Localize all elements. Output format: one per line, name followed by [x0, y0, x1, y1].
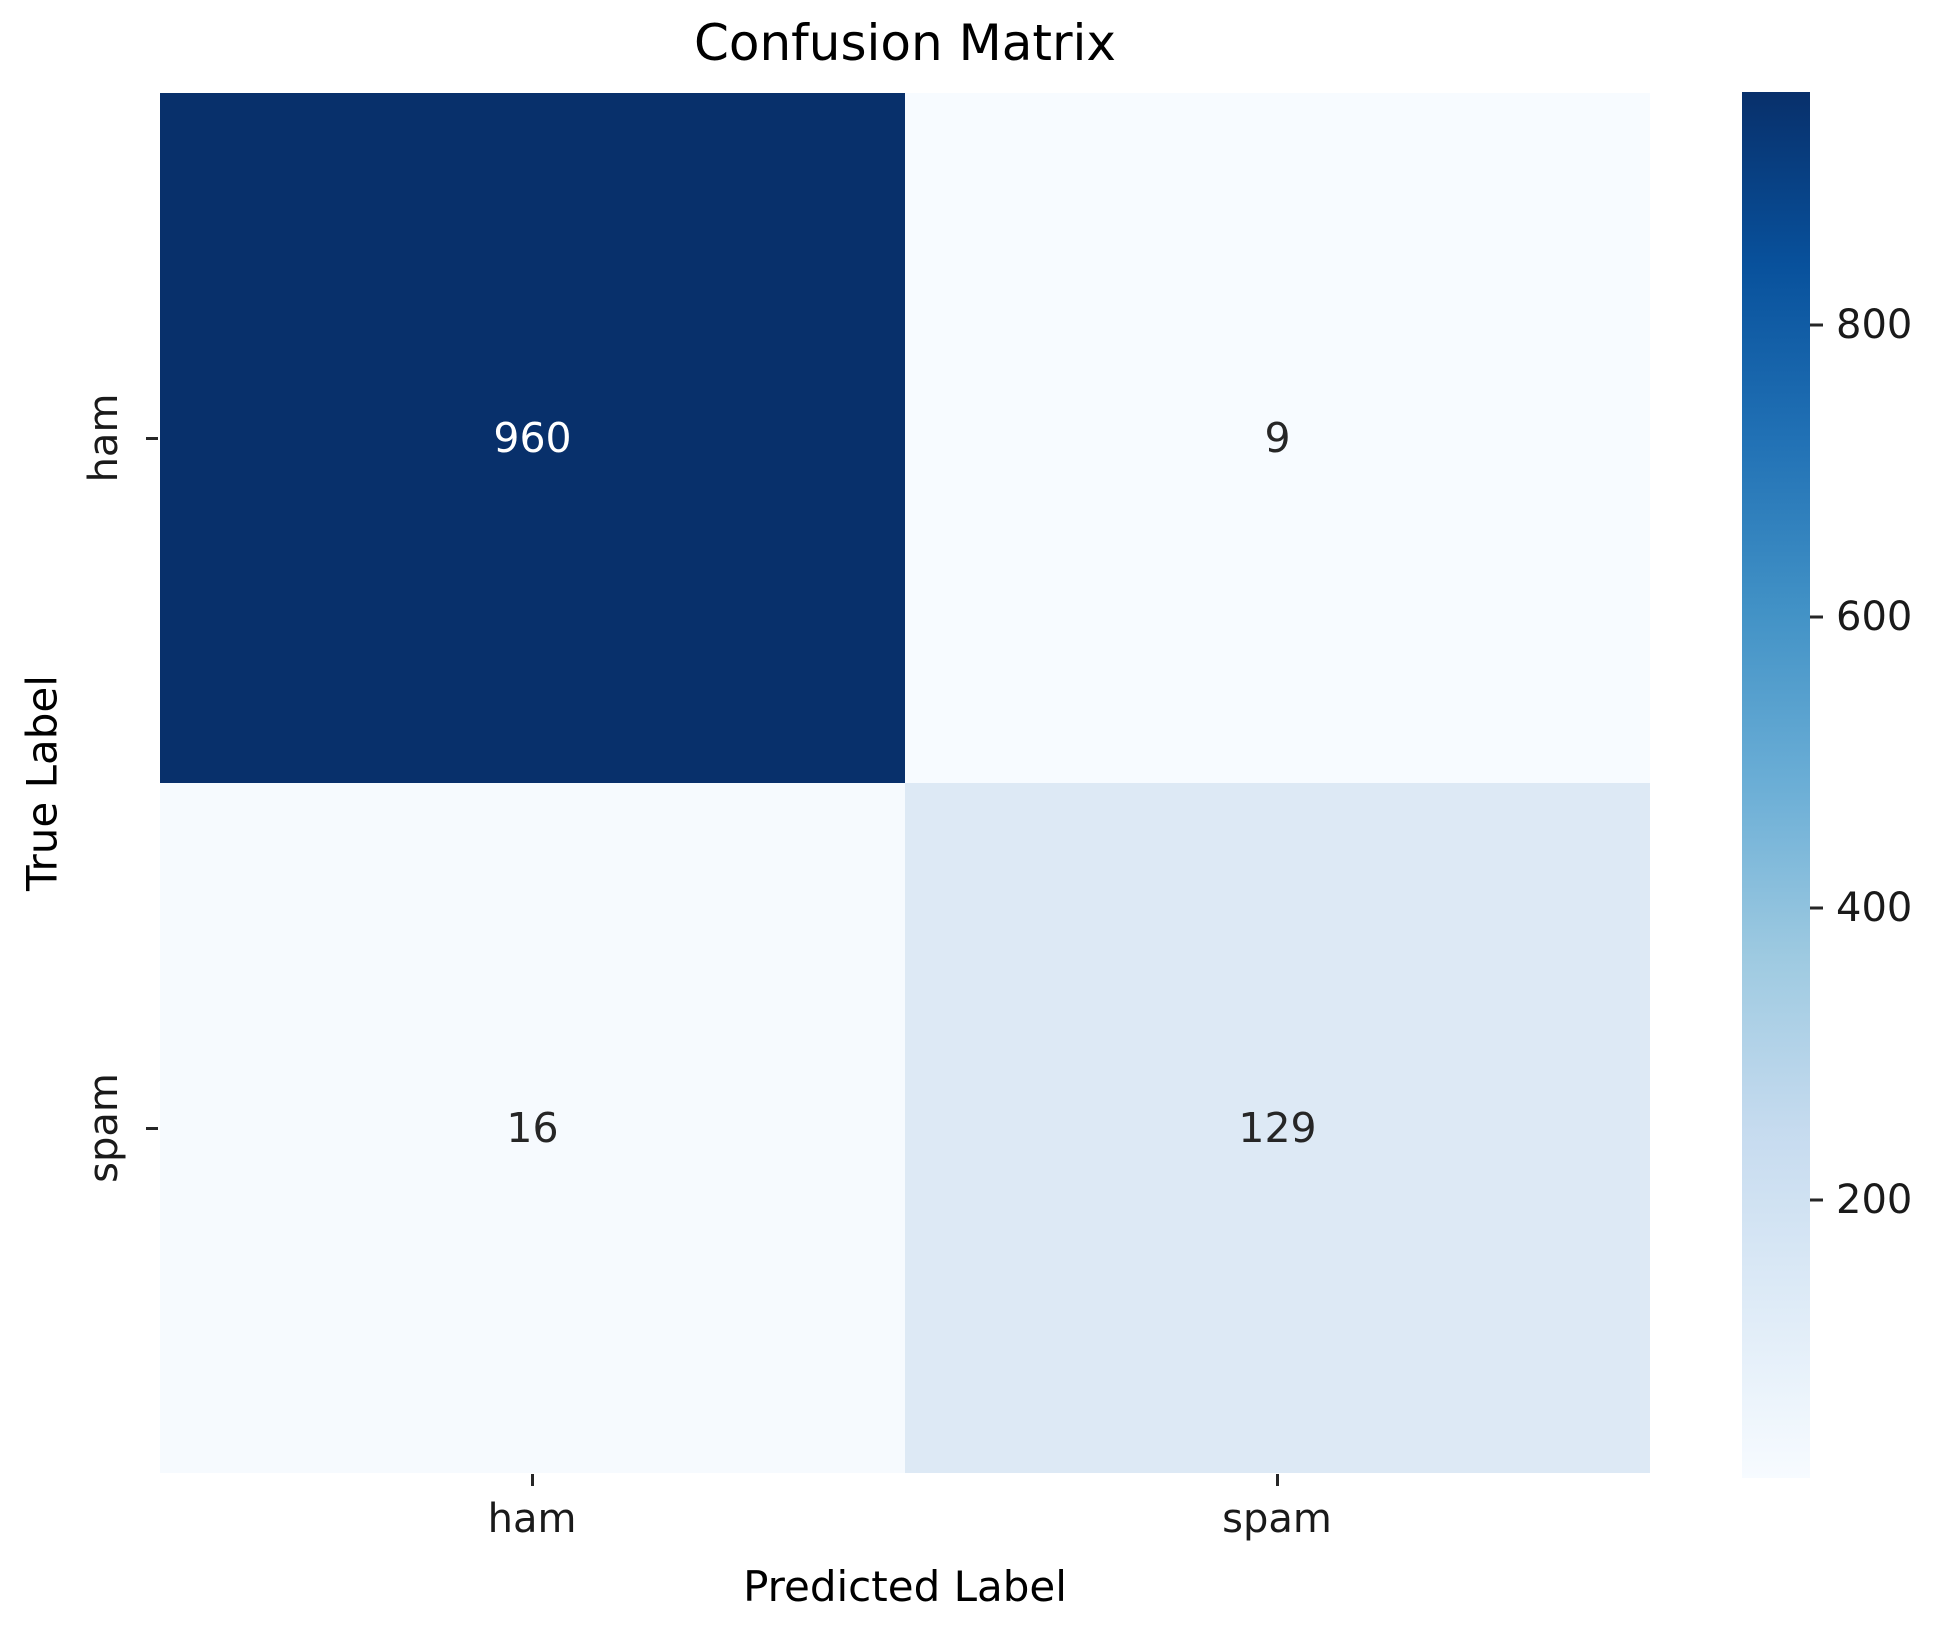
- colorbar: 200 400 600 800: [1742, 92, 1912, 1478]
- x-tick-mark: [531, 1474, 534, 1486]
- x-tick-label-ham: ham: [487, 1496, 577, 1542]
- heatmap-grid: 960 9 16 129: [160, 93, 1650, 1473]
- colorbar-tick-label: 600: [1836, 594, 1913, 640]
- y-axis-label: True Label: [17, 675, 67, 891]
- heatmap-cell-ham-ham: 960: [160, 93, 905, 783]
- heatmap-cell-ham-spam: 9: [905, 93, 1650, 783]
- colorbar-tick-label: 200: [1836, 1177, 1913, 1223]
- y-tick-label-ham: ham: [81, 393, 127, 483]
- colorbar-tick-mark: [1810, 615, 1823, 619]
- x-tick-label-spam: spam: [1222, 1496, 1332, 1542]
- heatmap-cell-spam-ham: 16: [160, 783, 905, 1473]
- colorbar-tick-label: 800: [1836, 302, 1913, 348]
- y-tick-mark: [146, 437, 158, 440]
- colorbar-tick-mark: [1810, 323, 1823, 327]
- y-tick-mark: [146, 1127, 158, 1130]
- chart-title: Confusion Matrix: [693, 14, 1117, 72]
- colorbar-tick-mark: [1810, 906, 1823, 910]
- x-axis-label: Predicted Label: [743, 1562, 1067, 1611]
- x-tick-mark: [1276, 1474, 1279, 1486]
- colorbar-tick-mark: [1810, 1198, 1823, 1202]
- heatmap-cell-spam-spam: 129: [905, 783, 1650, 1473]
- y-tick-label-spam: spam: [81, 1073, 127, 1183]
- colorbar-tick-label: 400: [1836, 885, 1913, 931]
